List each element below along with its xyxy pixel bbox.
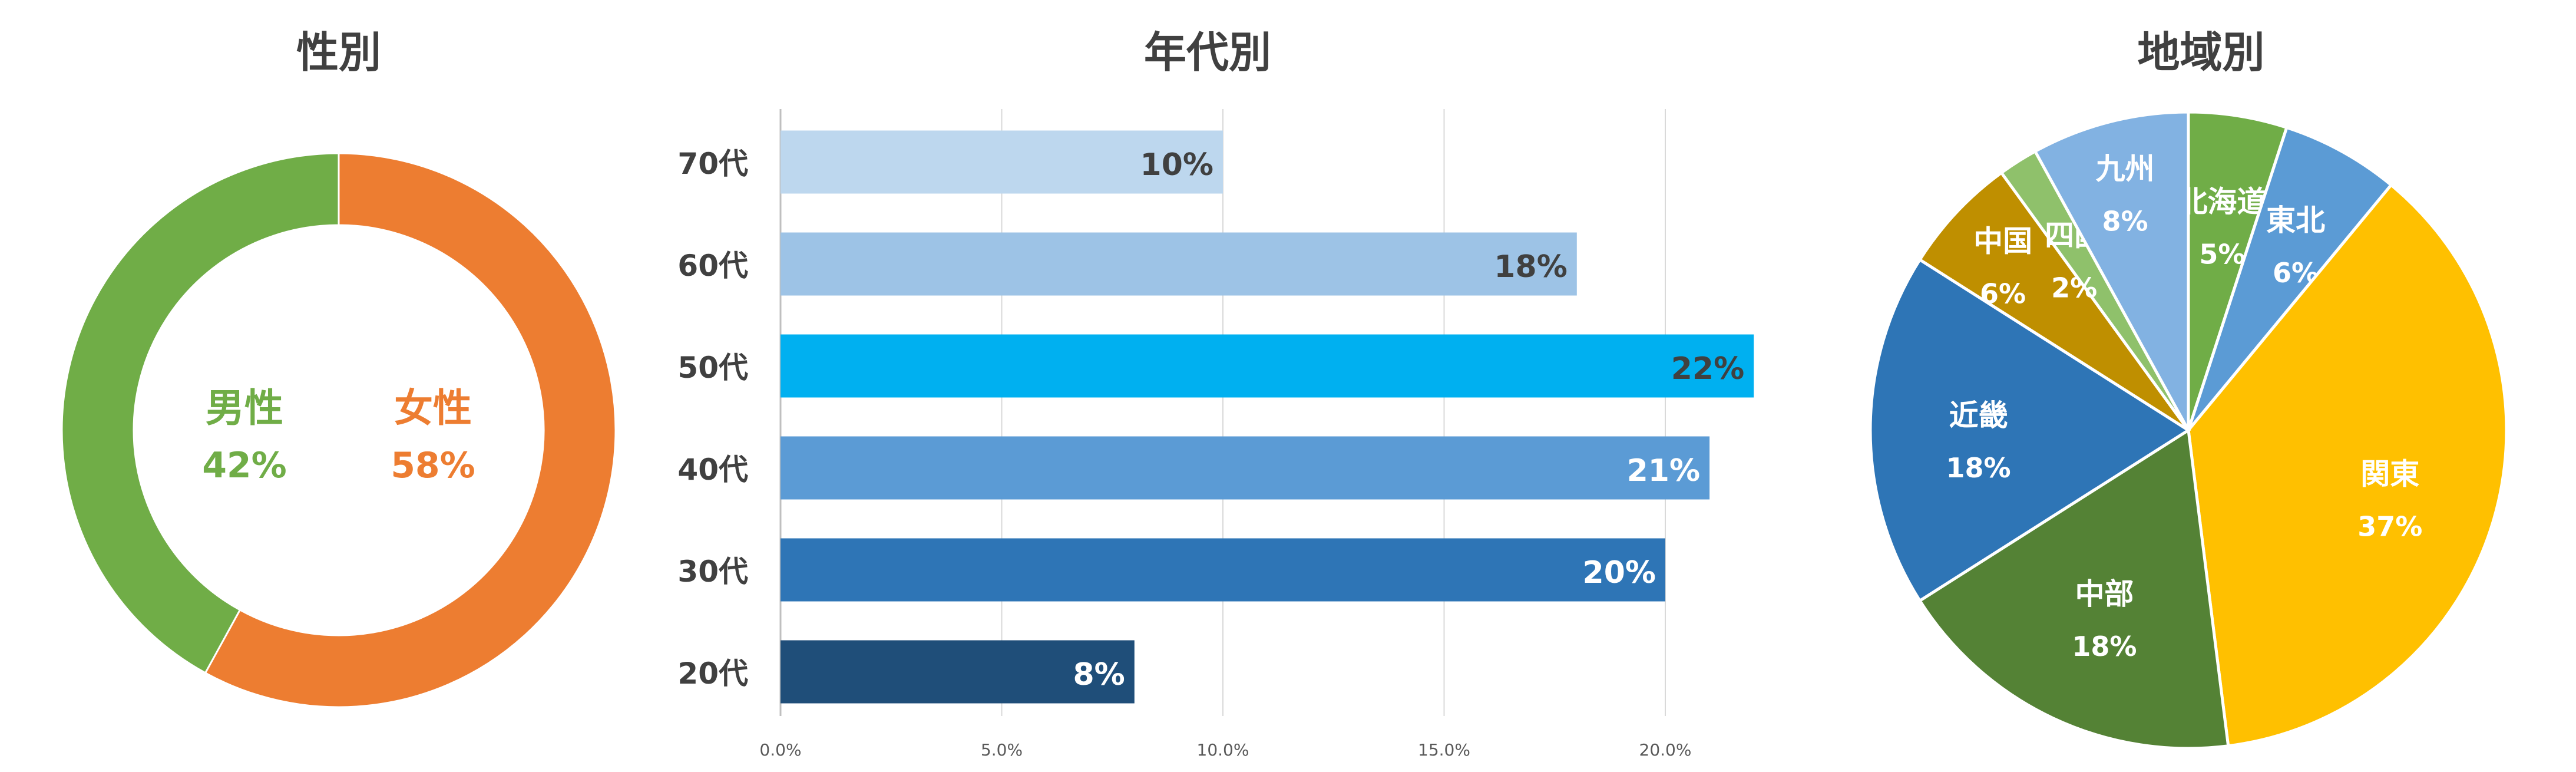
age-chart-title: 年代別 bbox=[1143, 28, 1271, 77]
bar-value-label: 8% bbox=[1073, 657, 1125, 692]
bar bbox=[781, 436, 1710, 500]
pie-value-label: 6% bbox=[1980, 278, 2026, 309]
bar bbox=[781, 640, 1135, 704]
pie-value-label: 18% bbox=[2072, 631, 2137, 662]
pie-value-label: 18% bbox=[1946, 452, 2011, 484]
pie-category-label: 九州 bbox=[2096, 152, 2155, 186]
bar-value-label: 18% bbox=[1494, 249, 1567, 285]
donut-value-label: 58% bbox=[391, 445, 475, 486]
pie-category-label: 北海道 bbox=[2178, 184, 2266, 219]
y-category-label: 70代 bbox=[677, 147, 748, 181]
pie-category-label: 中部 bbox=[2075, 577, 2134, 611]
region-chart-panel: 地域別 北海道 5% 東北 6% 関東 37% 中部 18% 近畿 18% 中国 6% 四国 2% 九州 8% bbox=[1826, 0, 2576, 772]
pie-slice-5 bbox=[1869, 258, 2191, 603]
donut-category-label: 男性 bbox=[206, 385, 283, 431]
bar bbox=[781, 232, 1577, 296]
y-category-label: 40代 bbox=[677, 453, 748, 487]
pie-value-label: 5% bbox=[2199, 238, 2245, 270]
age-chart-panel: 年代別 0.0% 5.0% 10.0% 15.0% 20.0% 70代 10% 60代 18% 5… bbox=[648, 0, 1767, 772]
donut-category-label: 女性 bbox=[394, 385, 472, 431]
bar-value-label: 20% bbox=[1583, 555, 1656, 590]
pie-value-label: 8% bbox=[2102, 206, 2148, 237]
y-category-label: 60代 bbox=[677, 249, 748, 283]
bar-value-label: 22% bbox=[1671, 351, 1744, 387]
pie-slice-3 bbox=[2187, 183, 2508, 748]
x-tick-label: 15.0% bbox=[1418, 740, 1470, 760]
donut-slice-1 bbox=[204, 152, 617, 708]
pie-category-label: 中国 bbox=[1973, 224, 2032, 258]
bar-value-label: 21% bbox=[1627, 453, 1700, 489]
pie-category-label: 近畿 bbox=[1949, 398, 2008, 433]
y-category-label: 30代 bbox=[677, 555, 748, 589]
age-bar-chart: 0.0% 5.0% 10.0% 15.0% 20.0% 70代 10% 60代 18% 50代 22… bbox=[677, 109, 1754, 760]
pie-slice-4 bbox=[1917, 427, 2230, 750]
pie-category-label: 東北 bbox=[2266, 203, 2325, 237]
pie-value-label: 2% bbox=[2051, 272, 2097, 304]
pie-slice-8 bbox=[2033, 110, 2190, 431]
x-tick-label: 5.0% bbox=[981, 740, 1023, 760]
bar bbox=[781, 538, 1665, 602]
bar-value-label: 10% bbox=[1140, 147, 1213, 183]
pie-slice-2 bbox=[2187, 126, 2393, 431]
y-category-label: 50代 bbox=[677, 351, 748, 385]
pie-category-label: 関東 bbox=[2360, 457, 2419, 491]
bar bbox=[781, 334, 1754, 398]
donut-value-label: 42% bbox=[202, 445, 287, 486]
gender-donut-chart: 女性 58% 男性 42% bbox=[61, 152, 617, 708]
x-tick-label: 20.0% bbox=[1639, 740, 1692, 760]
region-chart-title: 地域別 bbox=[2137, 28, 2265, 77]
pie-slice-6 bbox=[1917, 170, 2190, 432]
pie-value-label: 37% bbox=[2357, 510, 2422, 542]
gender-chart-panel: 性別 女性 58% 男性 42% bbox=[0, 0, 677, 772]
x-tick-label: 0.0% bbox=[759, 740, 801, 760]
bar bbox=[781, 130, 1223, 194]
y-category-label: 20代 bbox=[677, 656, 748, 691]
gender-chart-title: 性別 bbox=[296, 28, 381, 77]
x-tick-label: 10.0% bbox=[1197, 740, 1249, 760]
donut-slice-2 bbox=[61, 152, 340, 674]
